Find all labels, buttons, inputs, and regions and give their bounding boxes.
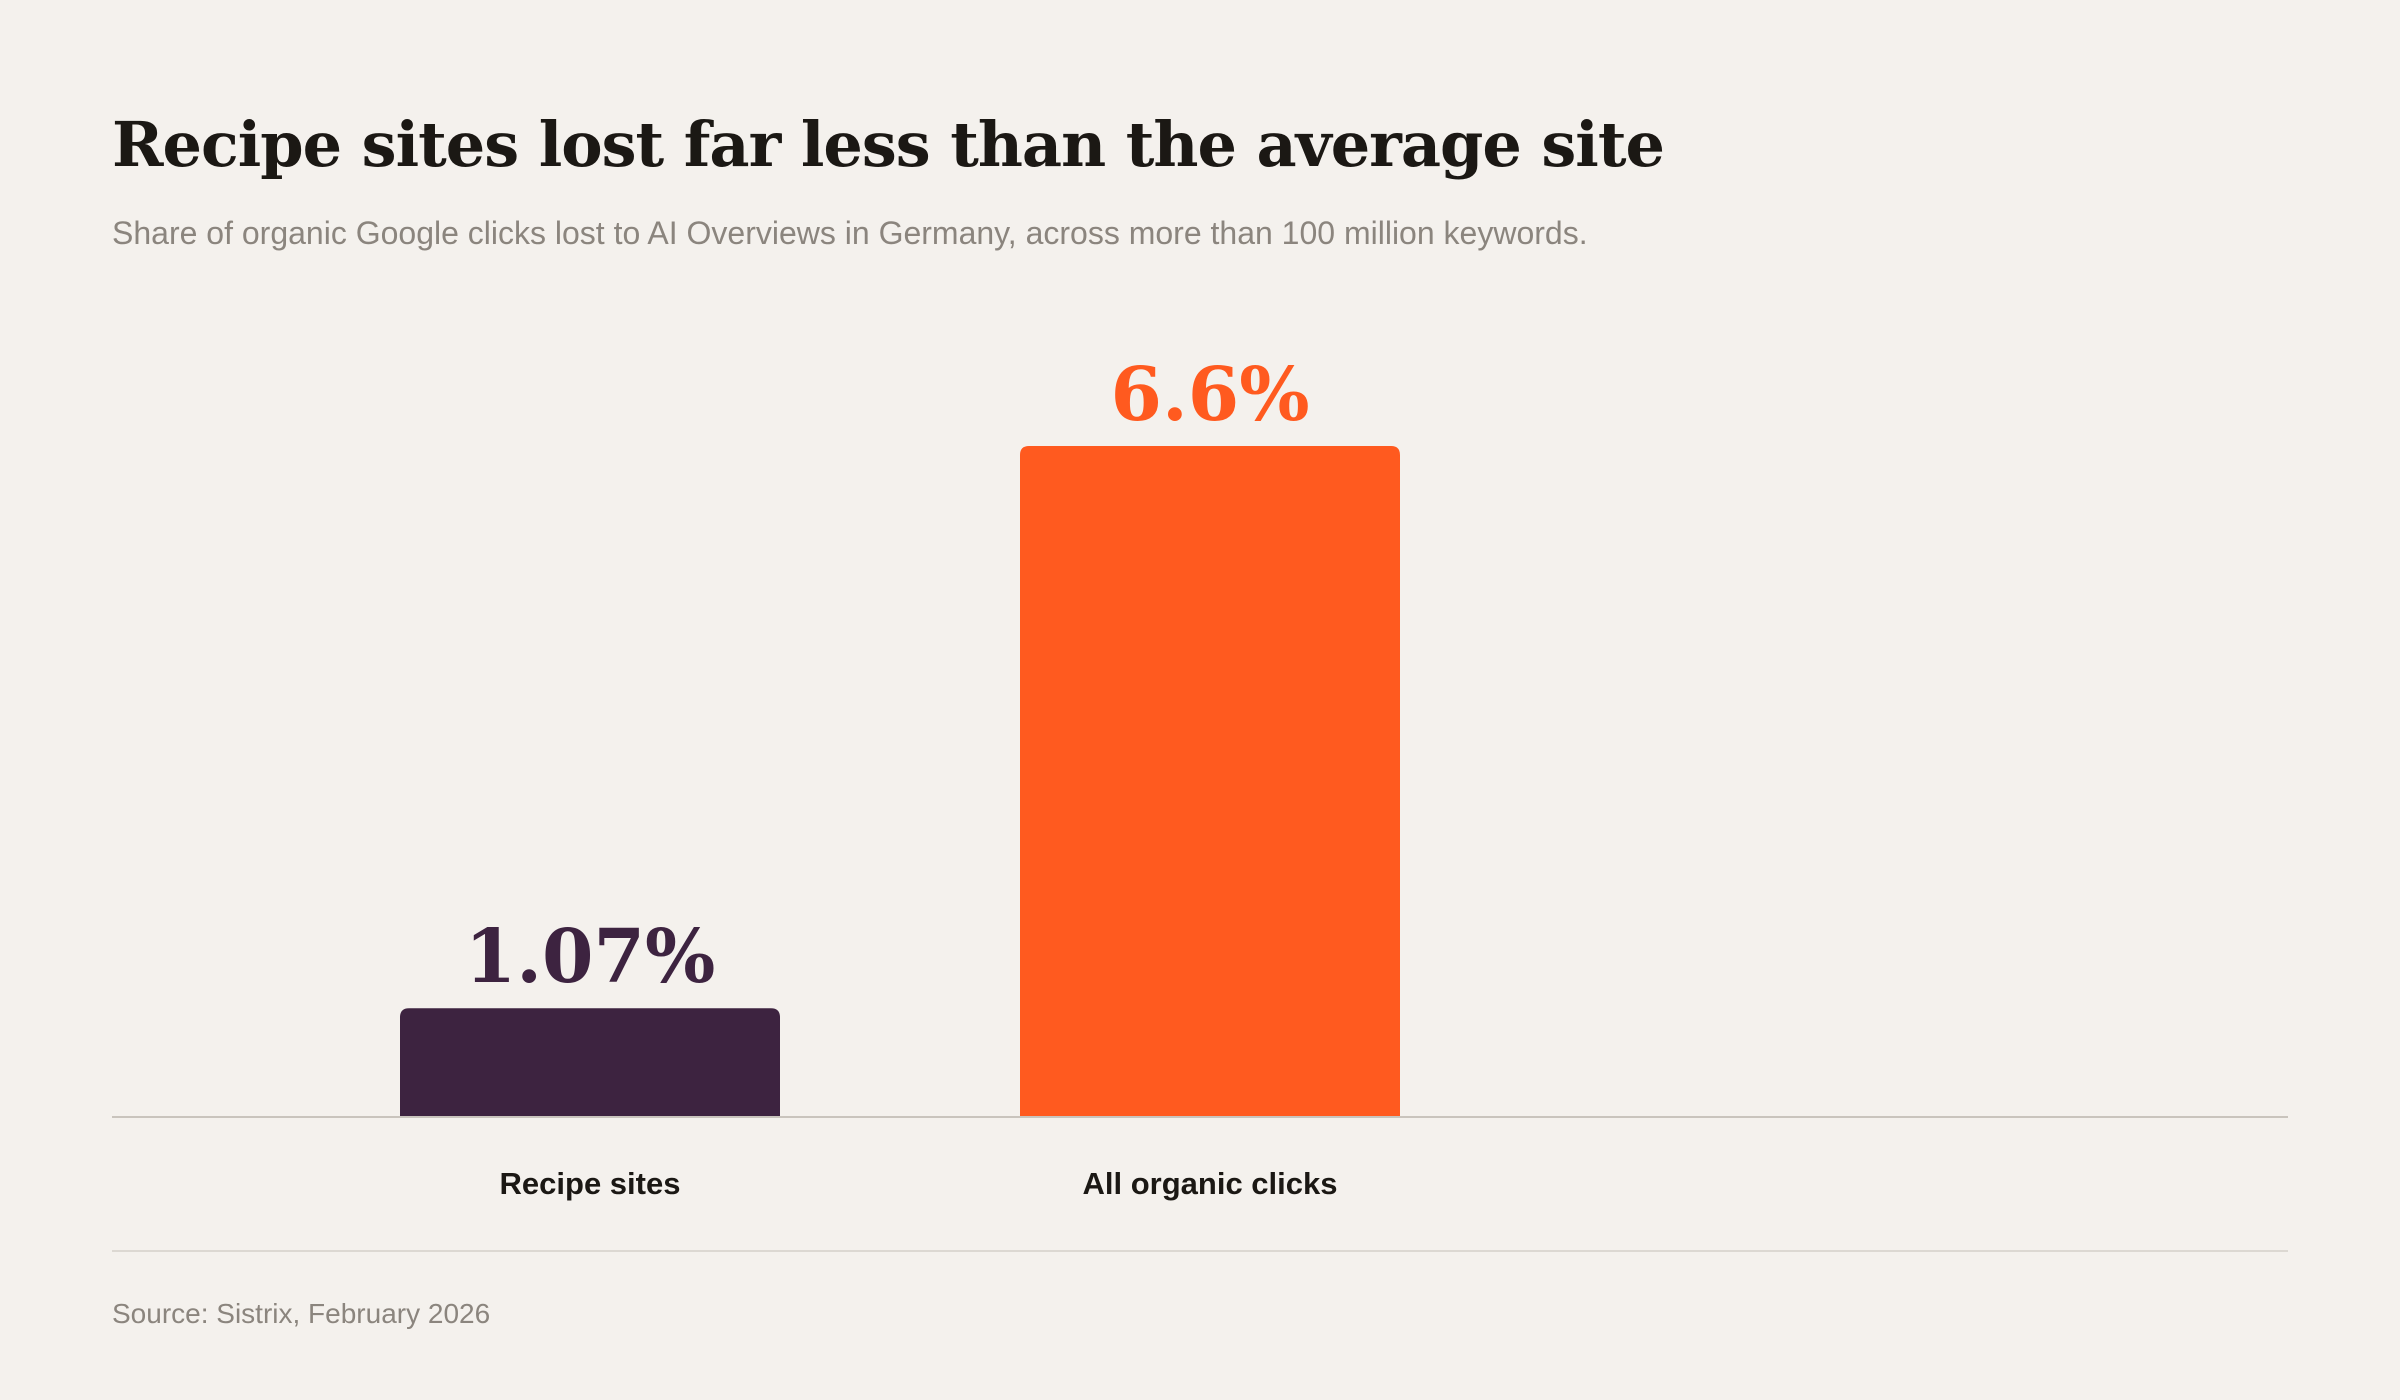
data-label-all-organic-clicks: 6.6% xyxy=(1110,352,1309,438)
category-label-all-organic-clicks: All organic clicks xyxy=(1083,1166,1338,1201)
bar-chart: 1.07% Recipe sites 6.6% All organic clicks xyxy=(112,352,2288,1201)
bar-all-organic-clicks xyxy=(1020,446,1400,1117)
data-label-recipe-sites: 1.07% xyxy=(465,914,716,1000)
bar-recipe-sites xyxy=(400,1008,780,1117)
chart-subtitle: Share of organic Google clicks lost to A… xyxy=(112,215,1588,251)
footer-divider xyxy=(112,1250,2288,1252)
category-label-recipe-sites: Recipe sites xyxy=(500,1166,681,1201)
labels-layer: 1.07% Recipe sites 6.6% All organic clicks xyxy=(465,352,1338,1201)
chart-title: Recipe sites lost far less than the aver… xyxy=(112,108,1665,181)
bars-layer xyxy=(400,446,1400,1117)
source-note: Source: Sistrix, February 2026 xyxy=(112,1298,491,1329)
